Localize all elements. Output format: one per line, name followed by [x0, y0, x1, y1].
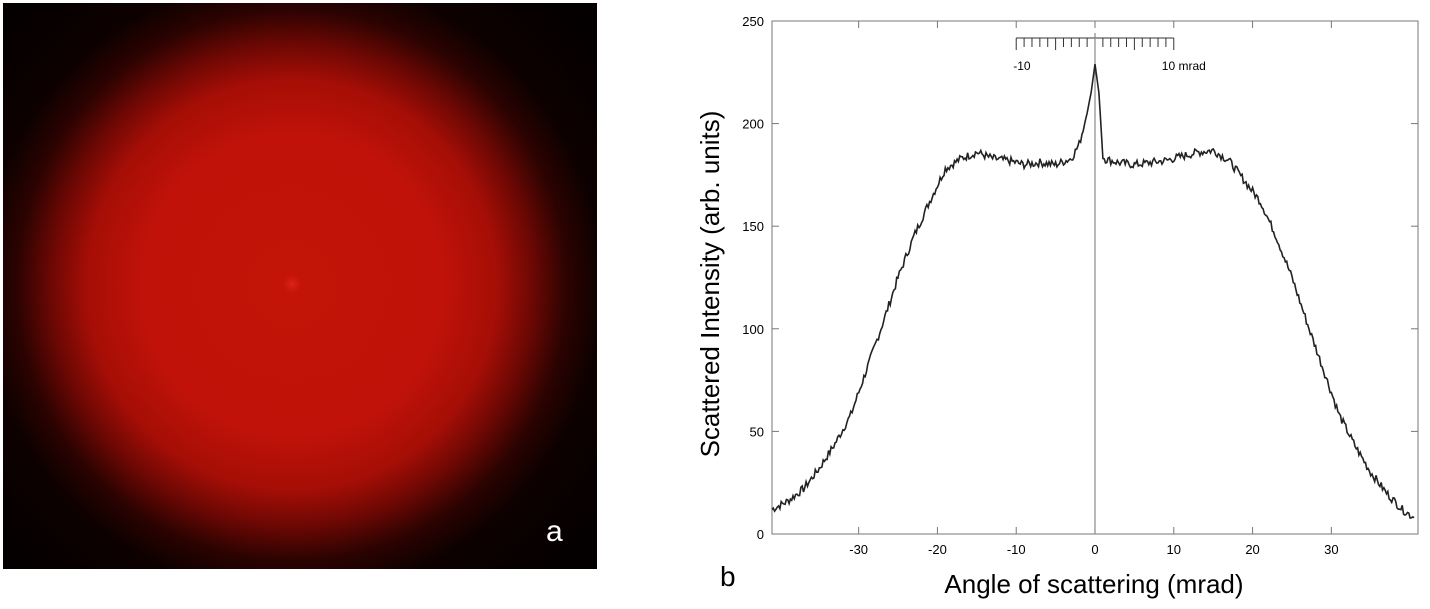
scale-label-left: -10 [1013, 59, 1031, 73]
x-axis-title: Angle of scattering (mrad) [944, 569, 1243, 599]
scale-label-right: 10 mrad [1162, 59, 1206, 73]
x-tick-label: -30 [849, 542, 868, 557]
scattering-pattern-image: a [3, 3, 597, 569]
y-axis-ticks: 0 50 100 150 200 250 [742, 14, 1418, 542]
panel-a-label: a [546, 515, 563, 548]
x-tick-label: -20 [928, 542, 947, 557]
y-tick-label: 0 [757, 527, 764, 542]
intensity-curve [771, 63, 1415, 519]
y-tick-label: 250 [742, 14, 764, 29]
x-tick-label: 20 [1245, 542, 1259, 557]
scattering-intensity-chart: 0 50 100 150 200 250 -30 -20 -10 0 10 20 30 -10 10 m… [695, 14, 1419, 599]
y-tick-label: 50 [750, 424, 764, 439]
x-tick-label: 10 [1167, 542, 1181, 557]
y-tick-label: 150 [742, 219, 764, 234]
panel-b-label: b [720, 561, 736, 592]
x-tick-label: -10 [1007, 542, 1026, 557]
y-axis-title: Scattered Intensity (arb. units) [695, 111, 725, 458]
inset-angle-scale: -10 10 mrad [1013, 37, 1206, 73]
x-tick-label: 0 [1091, 542, 1098, 557]
x-axis-ticks: -30 -20 -10 0 10 20 30 [849, 21, 1339, 557]
x-tick-label: 30 [1324, 542, 1338, 557]
y-tick-label: 200 [742, 117, 764, 132]
y-tick-label: 100 [742, 322, 764, 337]
central-spot [283, 275, 301, 293]
